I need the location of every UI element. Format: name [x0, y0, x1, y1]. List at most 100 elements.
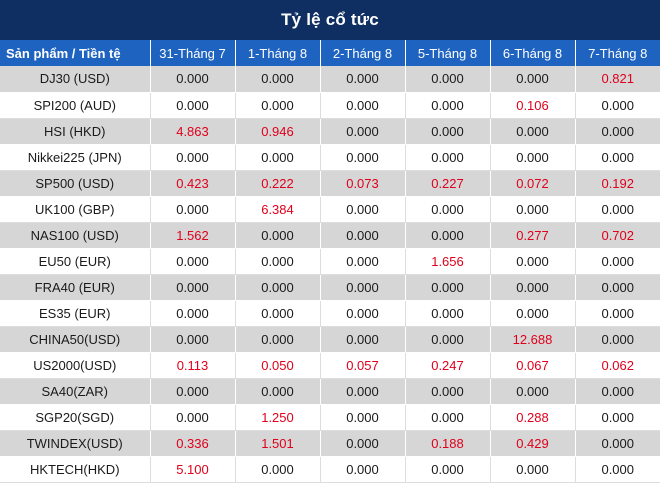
dividend-value-cell: 0.000 [319, 222, 405, 249]
dividend-value-cell: 0.429 [489, 430, 575, 457]
dividend-value-cell: 12.688 [489, 326, 575, 353]
dividend-value-cell: 0.000 [404, 456, 490, 483]
dividend-value-cell: 0.000 [404, 222, 490, 249]
dividend-value-cell: 0.000 [234, 222, 320, 249]
table-row: SA40(ZAR) 0.000 0.000 0.000 0.000 0.000 0.000 [0, 378, 660, 405]
dividend-value-cell: 0.000 [319, 430, 405, 457]
dividend-value-cell: 0.000 [234, 144, 320, 171]
dividend-value-cell: 0.000 [489, 196, 575, 223]
dividend-value-cell: 0.113 [149, 352, 235, 379]
dividend-value-cell: 0.000 [489, 274, 575, 301]
dividend-value-cell: 0.000 [489, 144, 575, 171]
dividend-value-cell: 0.000 [489, 378, 575, 405]
dividend-value-cell: 0.067 [489, 352, 575, 379]
dividend-value-cell: 0.000 [574, 118, 660, 145]
product-cell: ES35 (EUR) [0, 300, 150, 327]
table-row: UK100 (GBP) 0.000 6.384 0.000 0.000 0.000 0.00… [0, 196, 660, 223]
dividend-value-cell: 0.000 [234, 378, 320, 405]
dividend-value-cell: 0.000 [319, 300, 405, 327]
column-header-date: 1-Tháng 8 [234, 40, 320, 66]
dividend-value-cell: 0.000 [319, 92, 405, 119]
dividend-value-cell: 0.000 [319, 118, 405, 145]
dividend-value-cell: 0.000 [149, 196, 235, 223]
dividend-value-cell: 0.946 [234, 118, 320, 145]
dividend-value-cell: 0.000 [574, 378, 660, 405]
dividend-value-cell: 0.821 [574, 66, 660, 93]
dividend-value-cell: 0.000 [319, 404, 405, 431]
dividend-value-cell: 0.000 [574, 404, 660, 431]
dividend-value-cell: 0.000 [404, 404, 490, 431]
dividend-value-cell: 0.000 [319, 66, 405, 93]
dividend-value-cell: 0.000 [404, 118, 490, 145]
dividend-value-cell: 0.288 [489, 404, 575, 431]
dividend-value-cell: 6.384 [234, 196, 320, 223]
dividend-value-cell: 0.000 [404, 144, 490, 171]
table-row: NAS100 (USD) 1.562 0.000 0.000 0.000 0.277 0.7… [0, 222, 660, 249]
dividend-value-cell: 0.000 [404, 274, 490, 301]
table-row: FRA40 (EUR) 0.000 0.000 0.000 0.000 0.000 0.00… [0, 274, 660, 301]
table-row: TWINDEX(USD) 0.336 1.501 0.000 0.188 0.429 0.0… [0, 430, 660, 457]
product-cell: US2000(USD) [0, 352, 150, 379]
dividend-value-cell: 4.863 [149, 118, 235, 145]
dividend-value-cell: 0.000 [489, 248, 575, 275]
dividend-value-cell: 0.073 [319, 170, 405, 197]
column-header-date: 7-Tháng 8 [574, 40, 660, 66]
table-row: DJ30 (USD) 0.000 0.000 0.000 0.000 0.000 0.821 [0, 66, 660, 93]
dividend-value-cell: 0.000 [574, 274, 660, 301]
dividend-value-cell: 0.000 [404, 300, 490, 327]
dividend-value-cell: 1.250 [234, 404, 320, 431]
dividend-value-cell: 0.000 [234, 300, 320, 327]
table-row: US2000(USD) 0.113 0.050 0.057 0.247 0.067 0.06… [0, 352, 660, 379]
table-row: EU50 (EUR) 0.000 0.000 0.000 1.656 0.000 0.000 [0, 248, 660, 275]
product-cell: HKTECH(HKD) [0, 456, 150, 483]
column-header-product: Sản phẩm / Tiền tệ [6, 45, 121, 61]
dividend-value-cell: 0.336 [149, 430, 235, 457]
dividend-value-cell: 0.277 [489, 222, 575, 249]
product-cell: EU50 (EUR) [0, 248, 150, 275]
product-cell: TWINDEX(USD) [0, 430, 150, 457]
dividend-value-cell: 5.100 [149, 456, 235, 483]
dividend-value-cell: 0.000 [149, 404, 235, 431]
dividend-value-cell: 0.000 [404, 66, 490, 93]
dividend-value-cell: 0.062 [574, 352, 660, 379]
table-row: SP500 (USD) 0.423 0.222 0.073 0.227 0.072 0.19… [0, 170, 660, 197]
dividend-value-cell: 0.000 [234, 326, 320, 353]
dividend-value-cell: 0.247 [404, 352, 490, 379]
dividend-value-cell: 0.072 [489, 170, 575, 197]
product-cell: FRA40 (EUR) [0, 274, 150, 301]
dividend-value-cell: 0.000 [149, 248, 235, 275]
dividend-value-cell: 0.000 [319, 248, 405, 275]
product-cell: NAS100 (USD) [0, 222, 150, 249]
dividend-value-cell: 0.000 [574, 92, 660, 119]
dividend-value-cell: 0.000 [404, 326, 490, 353]
dividend-value-cell: 0.057 [319, 352, 405, 379]
product-cell: SGP20(SGD) [0, 404, 150, 431]
dividend-value-cell: 0.000 [574, 326, 660, 353]
dividend-value-cell: 0.000 [319, 196, 405, 223]
dividend-value-cell: 0.000 [319, 456, 405, 483]
dividend-value-cell: 0.000 [234, 456, 320, 483]
table-row: SPI200 (AUD) 0.000 0.000 0.000 0.000 0.106 0.0… [0, 92, 660, 119]
dividend-value-cell: 0.000 [149, 326, 235, 353]
column-header-date: 2-Tháng 8 [319, 40, 405, 66]
dividend-value-cell: 0.000 [149, 92, 235, 119]
table-row: ES35 (EUR) 0.000 0.000 0.000 0.000 0.000 0.000 [0, 300, 660, 327]
dividend-value-cell: 0.000 [574, 144, 660, 171]
dividend-value-cell: 0.000 [319, 326, 405, 353]
dividend-value-cell: 0.000 [319, 274, 405, 301]
dividend-value-cell: 0.000 [489, 456, 575, 483]
table-row: SGP20(SGD) 0.000 1.250 0.000 0.000 0.288 0.000 [0, 404, 660, 431]
dividend-table: Sản phẩm / Tiền tệ 31-Tháng 7 1-Tháng 8 … [0, 40, 660, 483]
column-header-date: 6-Tháng 8 [489, 40, 575, 66]
dividend-value-cell: 0.000 [149, 378, 235, 405]
dividend-value-cell: 0.000 [234, 248, 320, 275]
table-body: DJ30 (USD) 0.000 0.000 0.000 0.000 0.000 0.821… [0, 66, 660, 483]
dividend-value-cell: 0.000 [149, 274, 235, 301]
table-row: CHINA50(USD) 0.000 0.000 0.000 0.000 12.688 0.… [0, 326, 660, 353]
dividend-value-cell: 0.000 [574, 248, 660, 275]
product-cell: CHINA50(USD) [0, 326, 150, 353]
dividend-value-cell: 0.000 [489, 66, 575, 93]
table-row: Nikkei225 (JPN) 0.000 0.000 0.000 0.000 0.000… [0, 144, 660, 171]
dividend-value-cell: 0.423 [149, 170, 235, 197]
